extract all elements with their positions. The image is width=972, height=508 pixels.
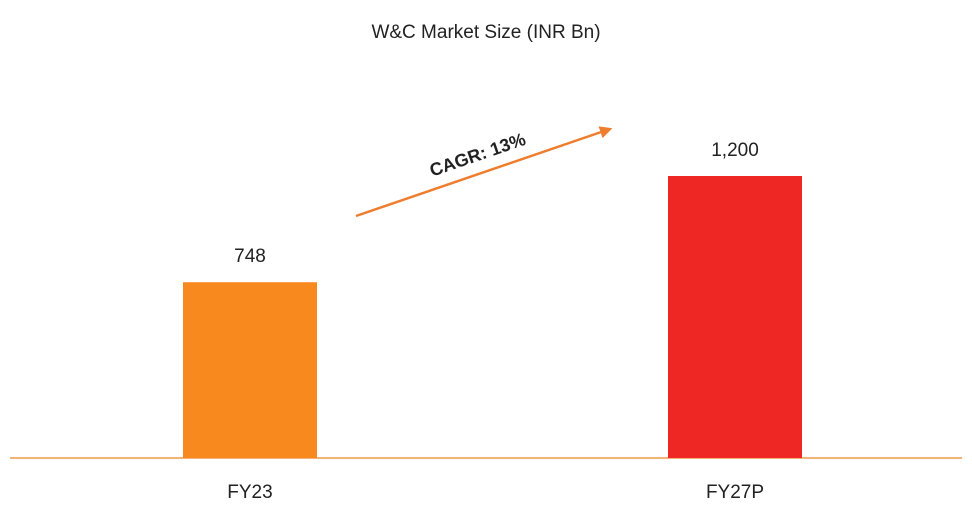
bar <box>668 176 802 458</box>
data-label: 748 <box>234 246 266 267</box>
x-tick-label: FY27P <box>706 482 764 503</box>
cagr-arrow <box>355 126 613 218</box>
data-label: 1,200 <box>711 140 759 161</box>
x-tick-label: FY23 <box>227 482 272 503</box>
bar <box>183 282 317 458</box>
chart-title: W&C Market Size (INR Bn) <box>371 22 600 43</box>
cagr-annotation: CAGR: 13% <box>427 129 528 180</box>
